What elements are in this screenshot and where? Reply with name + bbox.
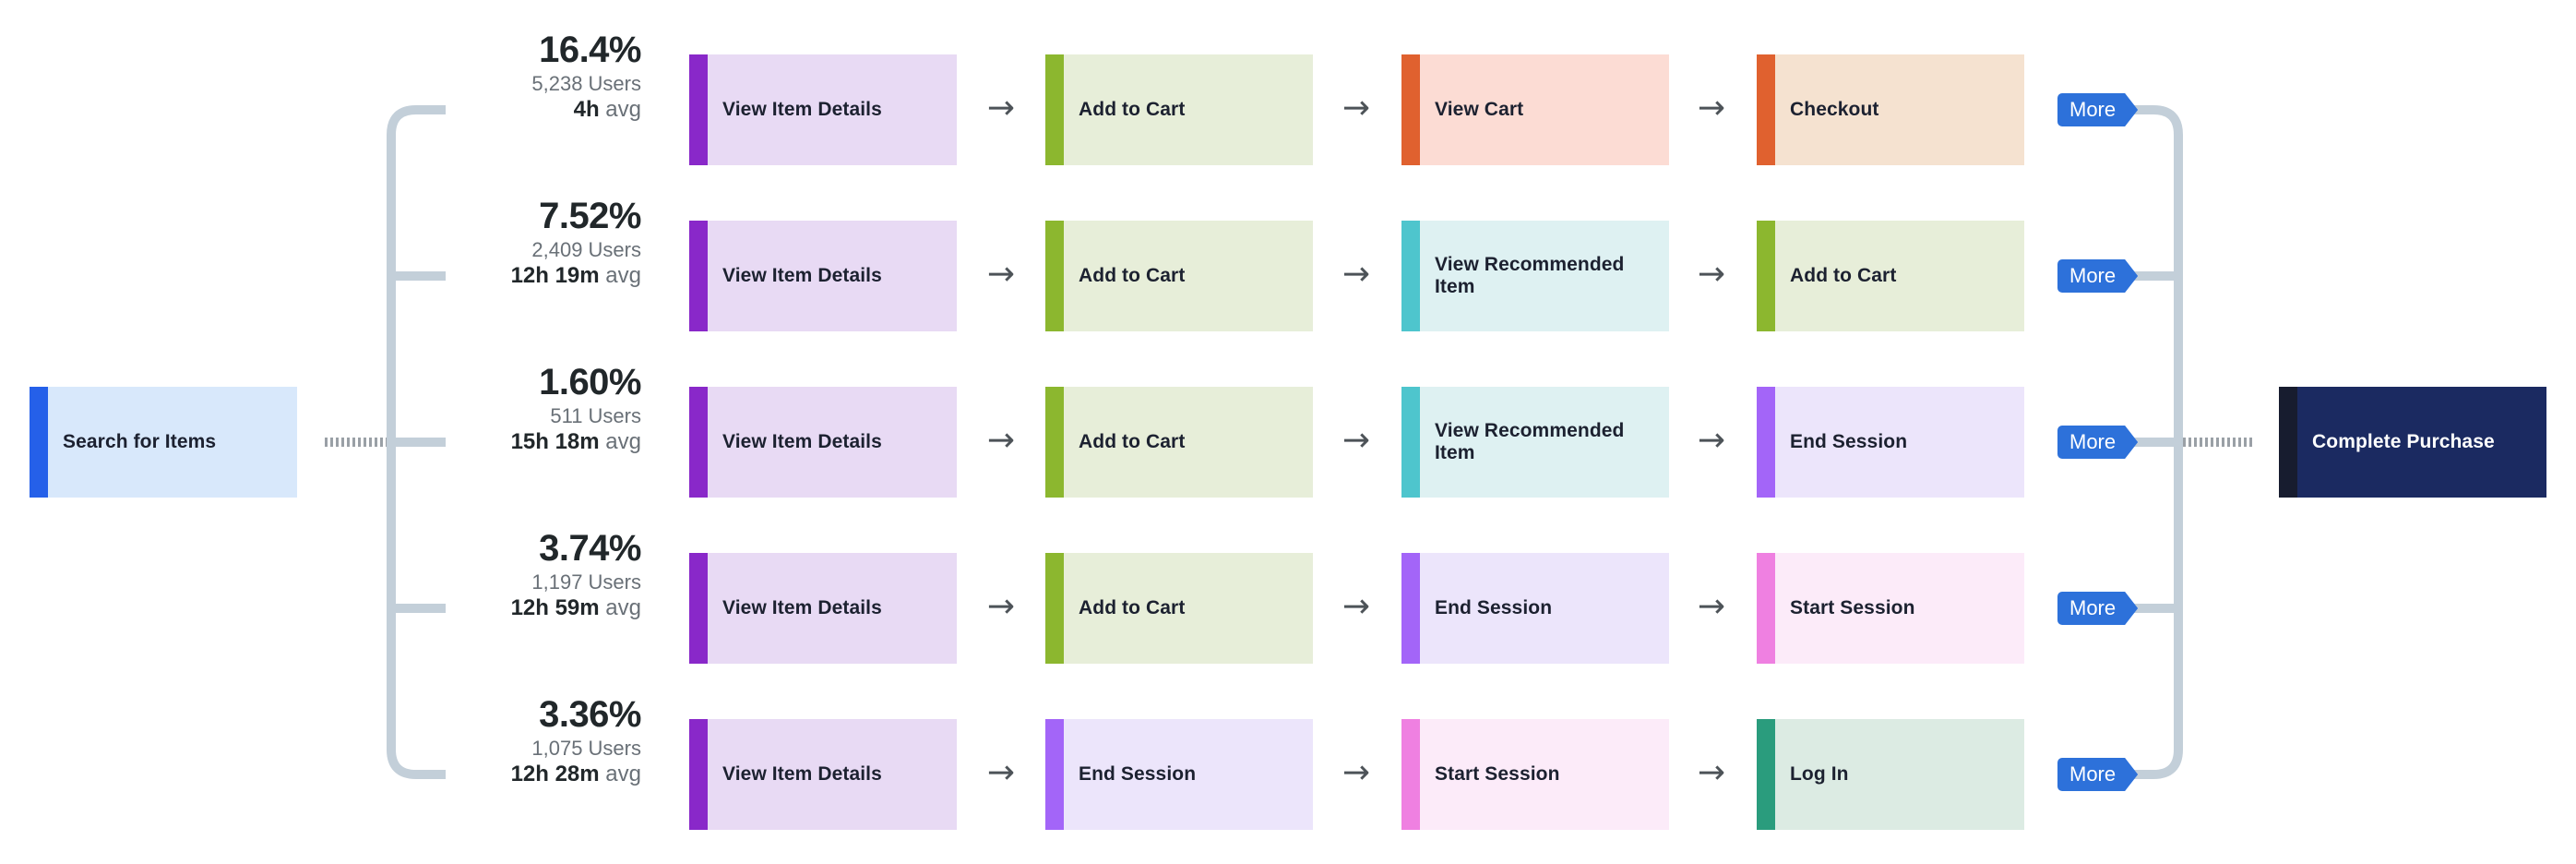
step-label: Add to Cart: [1079, 597, 1186, 618]
row-stats: 3.36% 1,075 Users 12h 28m avg: [510, 693, 642, 787]
arrow-right-icon: →: [1697, 89, 1726, 127]
step-label: View Recommended Item: [1435, 420, 1625, 463]
step-label: Add to Cart: [1790, 265, 1897, 286]
arrow-right-icon: →: [1342, 89, 1371, 127]
user-count: 5,238 Users: [531, 72, 641, 95]
more-label: More: [2069, 430, 2117, 453]
arrow-right-icon: →: [986, 255, 1016, 294]
step-card[interactable]: Add to Cart: [1045, 387, 1313, 498]
journey-row-4: 3.74% 1,197 Users 12h 59m avg View Item …: [0, 528, 2576, 664]
more-button[interactable]: More: [2057, 93, 2138, 126]
step-label: End Session: [1790, 431, 1908, 452]
step-card[interactable]: Log In: [1757, 719, 2024, 830]
step-label: View Item Details: [722, 597, 882, 618]
user-count: 2,409 Users: [531, 238, 641, 261]
conversion-percent: 3.74%: [539, 528, 641, 569]
arrow-right-icon: →: [1697, 421, 1726, 460]
step-label: Start Session: [1435, 763, 1560, 785]
step-label: Checkout: [1790, 99, 1879, 120]
user-count: 1,075 Users: [531, 737, 641, 760]
conversion-percent: 3.36%: [539, 694, 641, 735]
more-label: More: [2069, 264, 2117, 287]
arrow-right-icon: →: [1342, 753, 1371, 792]
user-count: 511 Users: [550, 404, 641, 427]
step-label: Add to Cart: [1079, 265, 1186, 286]
step-label: View Item Details: [722, 431, 882, 452]
step-label: View Item Details: [722, 265, 882, 286]
step-label: Add to Cart: [1079, 99, 1186, 120]
avg-duration: 12h 59m avg: [510, 595, 641, 620]
step-card[interactable]: Add to Cart: [1045, 54, 1313, 165]
row-stats: 1.60% 511 Users 15h 18m avg: [510, 361, 642, 455]
step-card[interactable]: Add to Cart: [1045, 221, 1313, 331]
avg-duration: 4h avg: [573, 97, 641, 122]
row-stats: 16.4% 5,238 Users 4h avg: [531, 29, 641, 123]
step-card[interactable]: End Session: [1045, 719, 1313, 830]
more-button[interactable]: More: [2057, 758, 2138, 791]
arrow-right-icon: →: [986, 587, 1016, 626]
step-card[interactable]: Start Session: [1757, 553, 2024, 664]
step-card[interactable]: View Item Details: [689, 719, 957, 830]
step-card[interactable]: End Session: [1401, 553, 1669, 664]
journey-row-1: 16.4% 5,238 Users 4h avg View Item Detai…: [0, 30, 2576, 165]
step-label: View Cart: [1435, 99, 1524, 120]
step-label: Log In: [1790, 763, 1849, 785]
avg-duration: 12h 28m avg: [510, 762, 641, 786]
step-label: View Item Details: [722, 763, 882, 785]
step-label: Start Session: [1790, 597, 1915, 618]
step-card[interactable]: Add to Cart: [1757, 221, 2024, 331]
arrow-right-icon: →: [1342, 421, 1371, 460]
journey-row-3: 1.60% 511 Users 15h 18m avg View Item De…: [0, 362, 2576, 498]
row-stats: 3.74% 1,197 Users 12h 59m avg: [510, 527, 642, 621]
step-label: End Session: [1079, 763, 1197, 785]
step-card[interactable]: Add to Cart: [1045, 553, 1313, 664]
more-button[interactable]: More: [2057, 592, 2138, 625]
step-label: View Recommended Item: [1435, 254, 1625, 297]
journey-row-2: 7.52% 2,409 Users 12h 19m avg View Item …: [0, 196, 2576, 331]
row-stats: 7.52% 2,409 Users 12h 19m avg: [510, 195, 642, 289]
arrow-right-icon: →: [1697, 255, 1726, 294]
arrow-right-icon: →: [1697, 587, 1726, 626]
step-card[interactable]: View Item Details: [689, 387, 957, 498]
arrow-right-icon: →: [1697, 753, 1726, 792]
journey-row-5: 3.36% 1,075 Users 12h 28m avg View Item …: [0, 694, 2576, 830]
start-node-label: Search for Items: [63, 431, 217, 452]
step-card[interactable]: View Recommended Item: [1401, 221, 1669, 331]
step-card[interactable]: View Recommended Item: [1401, 387, 1669, 498]
avg-duration: 12h 19m avg: [510, 263, 641, 288]
end-node-complete-purchase[interactable]: Complete Purchase: [2279, 387, 2546, 498]
arrow-right-icon: →: [1342, 587, 1371, 626]
conversion-percent: 7.52%: [539, 196, 641, 236]
step-card[interactable]: Checkout: [1757, 54, 2024, 165]
end-node-label: Complete Purchase: [2312, 431, 2495, 452]
step-card[interactable]: View Item Details: [689, 553, 957, 664]
step-card[interactable]: View Item Details: [689, 54, 957, 165]
conversion-percent: 1.60%: [539, 362, 641, 402]
step-label: End Session: [1435, 597, 1553, 618]
more-label: More: [2069, 596, 2117, 619]
step-label: Add to Cart: [1079, 431, 1186, 452]
step-card[interactable]: View Cart: [1401, 54, 1669, 165]
step-card[interactable]: View Item Details: [689, 221, 957, 331]
step-label: View Item Details: [722, 99, 882, 120]
arrow-right-icon: →: [1342, 255, 1371, 294]
arrow-right-icon: →: [986, 753, 1016, 792]
more-button[interactable]: More: [2057, 426, 2138, 459]
avg-duration: 15h 18m avg: [510, 429, 641, 454]
step-card[interactable]: Start Session: [1401, 719, 1669, 830]
arrow-right-icon: →: [986, 421, 1016, 460]
start-node-search-for-items[interactable]: Search for Items: [30, 387, 297, 498]
user-count: 1,197 Users: [531, 570, 641, 594]
more-button[interactable]: More: [2057, 259, 2138, 293]
conversion-percent: 16.4%: [539, 30, 641, 70]
more-label: More: [2069, 762, 2117, 786]
more-label: More: [2069, 98, 2117, 121]
step-card[interactable]: End Session: [1757, 387, 2024, 498]
arrow-right-icon: →: [986, 89, 1016, 127]
